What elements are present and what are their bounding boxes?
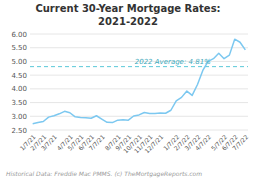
plot-area	[30, 39, 248, 123]
y-tick-label: 3.00	[11, 113, 27, 121]
grid-line	[30, 88, 248, 89]
average-label: 2022 Average: 4.81%	[135, 58, 211, 66]
y-tick-label: 6.00	[11, 31, 27, 39]
x-tick-label: 7/7/21	[87, 133, 106, 152]
y-tick-label: 5.00	[11, 58, 27, 66]
grid-line	[30, 116, 248, 117]
grid-line	[30, 130, 248, 131]
grid-line	[30, 47, 248, 48]
rate-line	[33, 39, 246, 123]
x-tick-label: 7/7/22	[231, 133, 250, 152]
chart: Current 30-Year Mortgage Rates: 2021-2022…	[0, 0, 256, 180]
footer: Historical Data: Freddie Mac PMMS. (c) T…	[6, 170, 202, 178]
x-tick-label: 3/7/21	[39, 133, 58, 152]
grid-line	[30, 102, 248, 103]
y-tick-label: 3.50	[11, 99, 27, 107]
y-tick-label: 5.50	[11, 44, 27, 52]
subtitle: 2021-2022	[98, 16, 158, 27]
grid-line	[30, 75, 248, 76]
y-tick-label: 4.50	[11, 72, 27, 80]
title: Current 30-Year Mortgage Rates:	[35, 3, 220, 14]
y-tick-label: 4.00	[11, 85, 27, 93]
x-tick-label: 12/7/21	[143, 133, 164, 154]
y-tick-label: 2.50	[11, 127, 27, 135]
average-line	[30, 66, 248, 67]
x-tick-label: 4/7/22	[194, 133, 213, 152]
grid-line	[30, 34, 248, 35]
